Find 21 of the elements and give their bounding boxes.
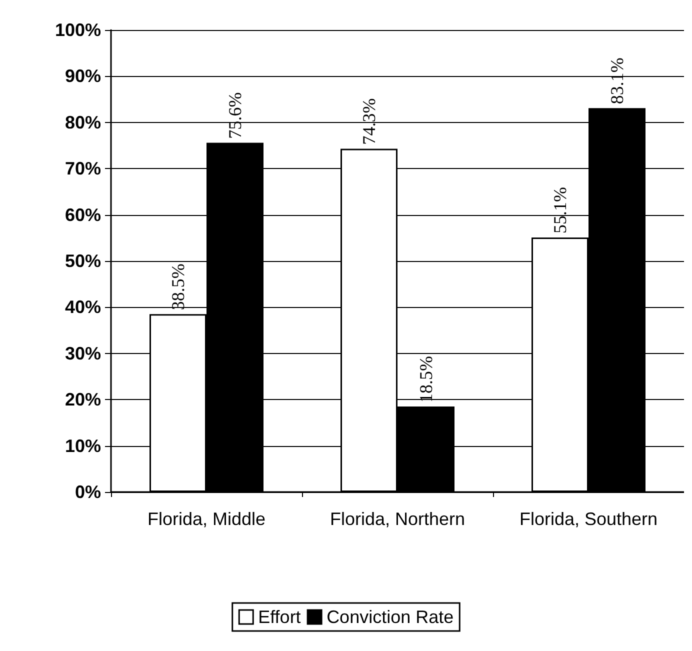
y-tick-label: 0% bbox=[74, 482, 101, 502]
y-tick-label: 50% bbox=[64, 251, 101, 271]
y-tick-label: 100% bbox=[54, 20, 101, 40]
x-tick-label: Florida, Middle bbox=[147, 509, 266, 529]
y-tick-label: 20% bbox=[64, 390, 101, 410]
y-tick-label: 80% bbox=[64, 112, 101, 132]
y-tick-label: 60% bbox=[64, 204, 101, 225]
legend-label: Effort bbox=[258, 607, 301, 627]
y-tick-label: 10% bbox=[64, 436, 101, 456]
data-label: 74.3% bbox=[359, 98, 379, 145]
y-tick-label: 30% bbox=[64, 343, 101, 364]
legend-label: Conviction Rate bbox=[326, 607, 454, 627]
x-tick-label: Florida, Northern bbox=[330, 509, 466, 529]
data-label: 18.5% bbox=[416, 356, 436, 403]
y-tick-label: 40% bbox=[64, 297, 101, 318]
y-tick-label: 90% bbox=[64, 66, 101, 86]
y-tick-label: 70% bbox=[64, 158, 101, 179]
data-label: 55.1% bbox=[550, 186, 570, 234]
data-label: 38.5% bbox=[168, 264, 188, 310]
x-tick-label: Florida, Southern bbox=[519, 509, 658, 529]
data-label: 75.6% bbox=[225, 92, 245, 139]
